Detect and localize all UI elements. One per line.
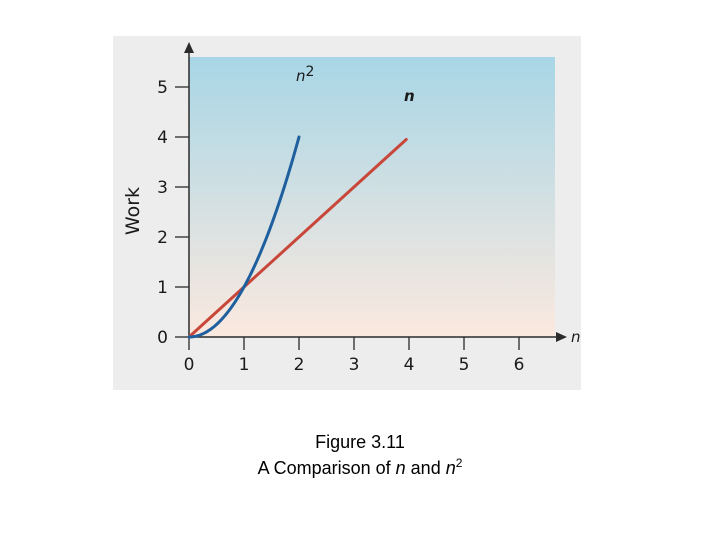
x-tick-label: 2 — [294, 355, 305, 375]
x-tick-label: 4 — [404, 355, 415, 375]
series-line-n — [187, 138, 408, 339]
caption-text-n: n — [395, 458, 406, 478]
chart: 0 1 2 3 4 5 0 1 2 3 4 5 6 Work n n n2 — [113, 36, 581, 390]
figure-caption-title: A Comparison of n and n2 — [0, 456, 720, 480]
caption-superscript: 2 — [455, 456, 463, 470]
y-tick-label: 0 — [157, 328, 168, 348]
y-tick-label: 5 — [157, 78, 168, 98]
caption-text-prefix: A Comparison of — [257, 458, 396, 478]
plot-area — [189, 57, 555, 337]
x-tick-label: 0 — [184, 355, 195, 375]
y-tick-label: 3 — [157, 178, 168, 198]
y-tick-label: 2 — [157, 228, 168, 248]
y-axis-title: Work — [122, 187, 144, 235]
axes — [184, 42, 567, 342]
x-tick-label: 5 — [459, 355, 470, 375]
series-line-n-squared — [187, 135, 301, 339]
y-tick-label: 1 — [157, 278, 168, 298]
caption-text-n-squared: n — [445, 458, 456, 478]
series-label-n-squared: n2 — [296, 64, 314, 85]
series-group — [187, 135, 408, 339]
x-tick-label: 6 — [514, 355, 525, 375]
y-axis-arrow — [184, 42, 194, 53]
labels: Work n n n2 — [122, 64, 581, 346]
series-label-n: n — [404, 87, 415, 105]
x-axis-title: n — [571, 328, 581, 346]
y-tick-label: 4 — [157, 128, 168, 148]
figure-caption-number: Figure 3.11 — [315, 432, 405, 452]
ticks: 0 1 2 3 4 5 0 1 2 3 4 5 6 — [157, 78, 524, 375]
caption-text-mid: and — [405, 458, 446, 478]
x-axis-arrow — [556, 332, 567, 342]
x-tick-label: 3 — [349, 355, 360, 375]
x-tick-label: 1 — [239, 355, 250, 375]
